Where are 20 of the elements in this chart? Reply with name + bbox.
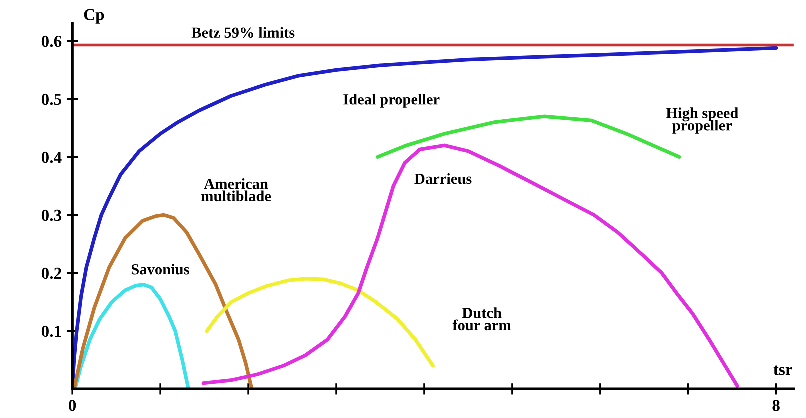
text: Dutch four arm: [452, 308, 512, 331]
series-label: High speed propeller: [666, 108, 739, 134]
series-label: Savonius: [132, 264, 190, 275]
text: American multiblade: [201, 178, 272, 202]
x-axis-title: tsr: [774, 366, 792, 376]
series-label: Ideal propeller: [344, 94, 440, 108]
y-tick-label: 0.4: [42, 152, 62, 164]
ref-line-label: Betz 59% limits: [192, 27, 295, 38]
x-tick-label: 0: [69, 400, 76, 412]
line-series: [72, 213, 254, 390]
y-axis-title: Cp: [84, 9, 104, 24]
series-label: Darrieus: [414, 173, 472, 184]
y-tick-label: 0.5: [42, 94, 62, 106]
line-series: [205, 277, 436, 368]
x-tick-label: 8: [772, 400, 780, 412]
y-tick-label: 0.6: [42, 36, 62, 48]
y-tick-label: 0.3: [42, 210, 62, 222]
y-tick-label: 0.2: [42, 268, 62, 280]
line-series: [202, 144, 740, 388]
y-tick-label: 0.1: [42, 326, 62, 338]
